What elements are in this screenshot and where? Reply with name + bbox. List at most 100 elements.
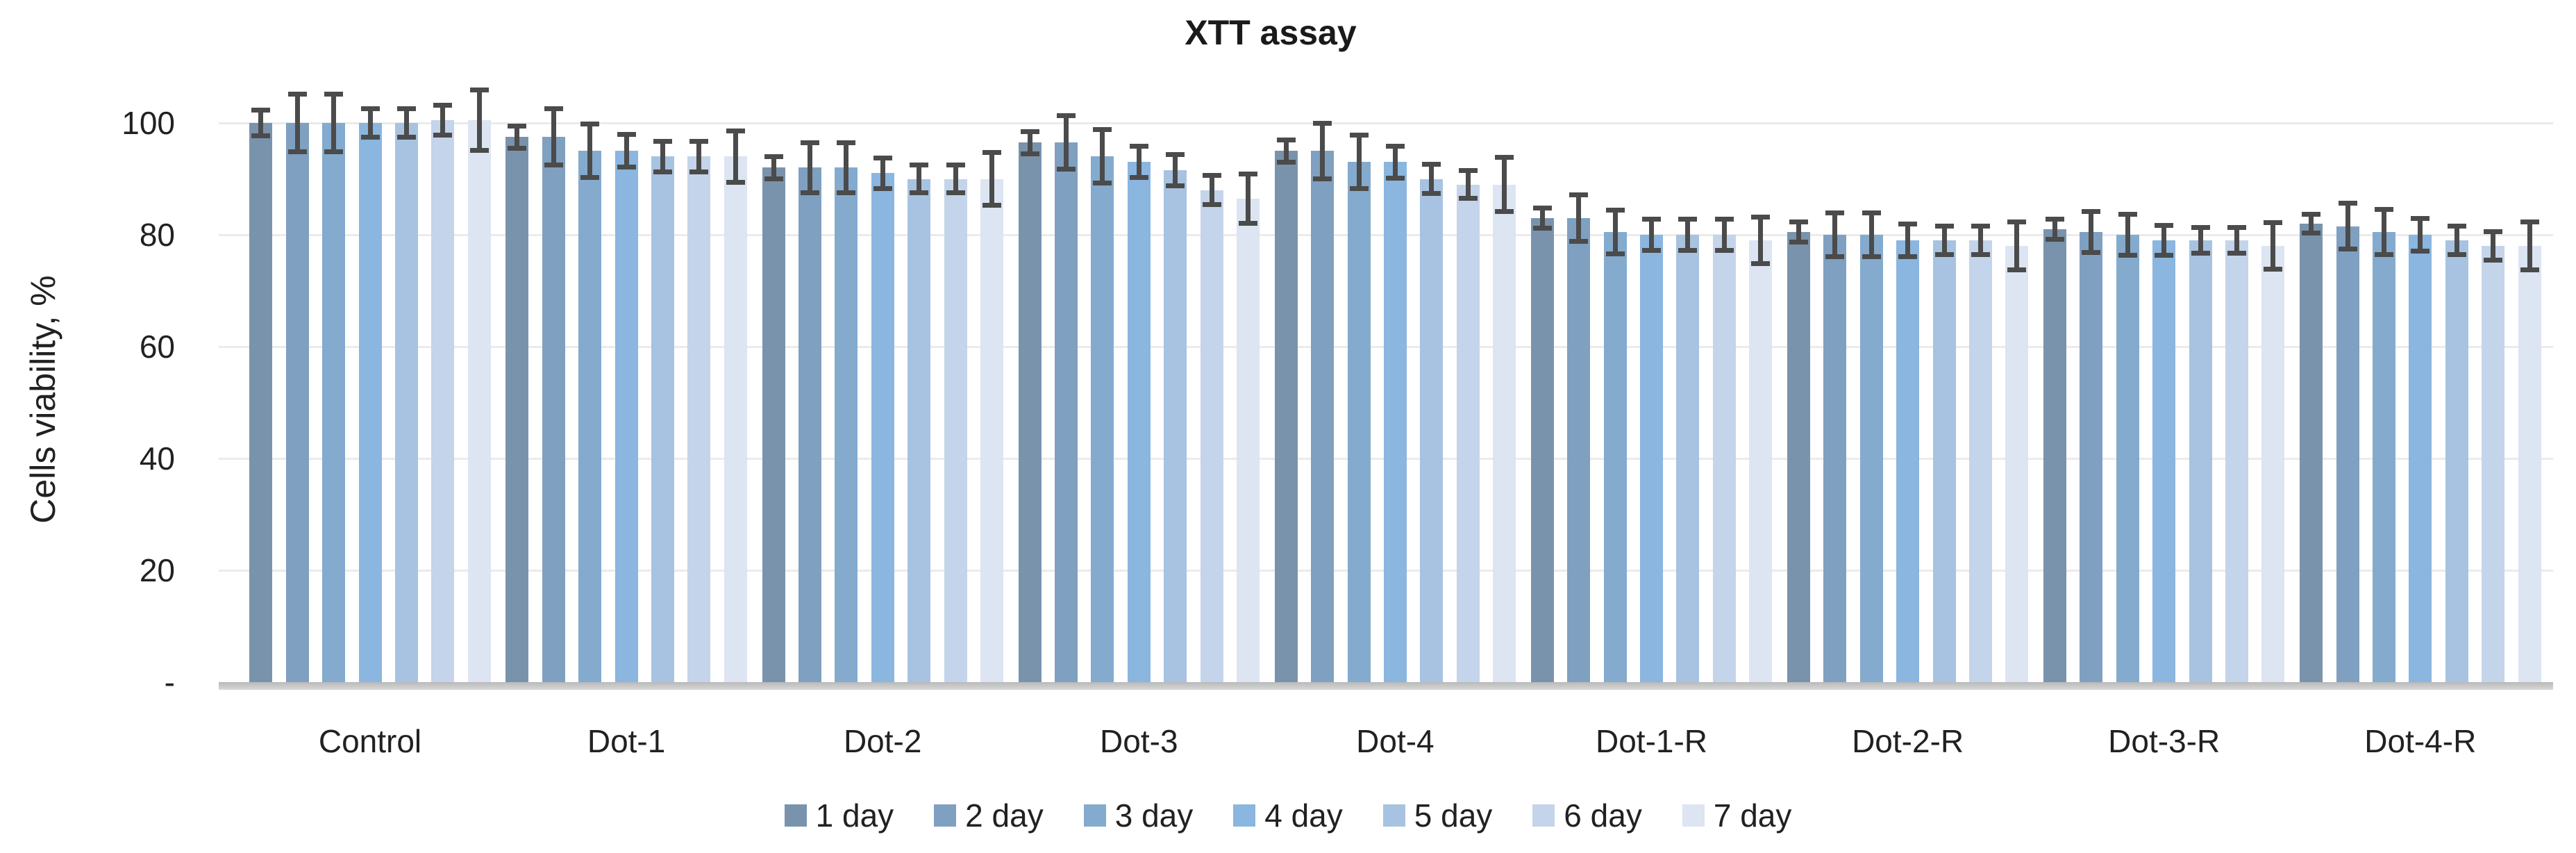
error-bar-cap-bottom <box>544 162 563 167</box>
bar <box>505 137 529 682</box>
error-bar-cap-top <box>544 106 563 112</box>
error-bar-cap-bottom <box>580 175 600 181</box>
x-category-label: Dot-4 <box>1356 723 1435 759</box>
y-tick-label: 60 <box>139 329 175 365</box>
bar <box>1749 240 1773 682</box>
error-bar-line <box>2125 214 2130 256</box>
error-bar-cap-bottom <box>1642 248 1661 254</box>
chart-title: XTT assay <box>1185 13 1357 52</box>
bar <box>614 151 638 682</box>
legend-item: 3 day <box>1083 797 1193 834</box>
x-category-label: Dot-4-R <box>2364 723 2477 759</box>
legend-item: 7 day <box>1682 797 1791 834</box>
x-category-label: Dot-3-R <box>2108 723 2220 759</box>
error-bar-cap-bottom <box>873 185 892 191</box>
error-bar-cap-bottom <box>1532 225 1552 231</box>
error-bar-cap-bottom <box>1825 254 1845 259</box>
error-bar-cap-top <box>2264 220 2283 225</box>
error-bar-cap-bottom <box>2338 247 2357 252</box>
bar <box>2225 240 2248 682</box>
error-bar-line <box>989 152 994 206</box>
error-bar-line <box>2527 222 2532 270</box>
error-bar-line <box>1173 154 1178 186</box>
x-axis-line <box>219 682 2553 690</box>
error-bar-line <box>2270 222 2276 270</box>
error-bar-cap-top <box>1971 224 1990 229</box>
legend-label: 4 day <box>1264 797 1343 834</box>
error-bar-cap-bottom <box>689 169 709 174</box>
bar <box>871 173 894 682</box>
error-bar-cap-top <box>1057 113 1076 119</box>
error-bar-cap-top <box>1642 216 1661 222</box>
error-bar-cap-top <box>689 139 709 144</box>
error-bar-cap-top <box>2484 229 2503 235</box>
bar <box>1493 184 1516 682</box>
error-bar-cap-bottom <box>1898 254 1918 259</box>
error-bar-cap-top <box>2046 216 2064 222</box>
error-bar-cap-top <box>433 102 453 108</box>
error-bar-line <box>660 141 665 172</box>
error-bar-line <box>440 105 446 135</box>
bar <box>467 119 491 682</box>
error-bar-cap-top <box>1934 224 1954 229</box>
error-bar-line <box>2418 218 2423 251</box>
error-bar-cap-bottom <box>1239 220 1257 226</box>
error-bar-cap-top <box>764 154 783 159</box>
error-bar-cap-bottom <box>2411 248 2430 254</box>
error-bar-cap-top <box>2520 219 2539 224</box>
bar <box>1091 156 1114 682</box>
bar <box>944 179 967 682</box>
bar <box>2261 246 2285 682</box>
legend-swatch <box>1083 804 1106 827</box>
error-bar-line <box>1356 135 1362 189</box>
error-bar-cap-top <box>469 88 489 92</box>
y-tick-label: 20 <box>139 552 175 588</box>
error-bar-cap-top <box>2411 216 2430 222</box>
error-bar-line <box>331 94 337 152</box>
error-bar-line <box>771 156 776 179</box>
error-bar-line <box>515 126 520 149</box>
legend-swatch <box>1233 804 1256 827</box>
bar <box>1932 240 1956 682</box>
error-bar-cap-bottom <box>1129 175 1148 181</box>
bar <box>2080 231 2103 682</box>
bar <box>1530 217 1554 682</box>
error-bar-line <box>2345 203 2350 249</box>
error-bar-cap-top <box>1020 129 1039 134</box>
x-category-label: Dot-2-R <box>1852 723 1964 759</box>
error-bar-line <box>696 141 702 172</box>
bar <box>542 137 565 682</box>
error-bar-line <box>1649 219 1654 251</box>
bar <box>2043 229 2066 682</box>
error-bar-line <box>2161 225 2167 256</box>
error-bar-cap-top <box>1202 173 1221 179</box>
error-bar-line <box>2454 226 2459 255</box>
bar <box>1347 162 1371 682</box>
bar <box>431 119 455 682</box>
bar <box>1603 231 1627 682</box>
error-bar-cap-bottom <box>1862 254 1881 259</box>
bar <box>798 167 821 682</box>
error-bar-line <box>1721 219 1727 251</box>
error-bar-line <box>917 165 922 193</box>
bar <box>835 167 858 682</box>
error-bar-line <box>1612 210 1618 254</box>
error-bar-cap-top <box>1239 171 1257 176</box>
bar <box>1676 235 1700 682</box>
error-bar-cap-bottom <box>2447 251 2466 257</box>
bar <box>2152 240 2176 682</box>
bar <box>1200 190 1223 682</box>
bar <box>2005 246 2029 682</box>
error-bar-cap-top <box>324 91 344 97</box>
x-category-label: Dot-2 <box>843 723 922 759</box>
error-bar-line <box>2198 227 2203 254</box>
bar <box>394 123 418 682</box>
error-bar-cap-bottom <box>764 176 783 181</box>
error-bar-line <box>1796 222 1801 242</box>
error-bar-cap-bottom <box>2118 253 2137 258</box>
error-bar-line <box>1100 129 1105 183</box>
error-bar-cap-top <box>653 139 672 144</box>
bar <box>1274 151 1298 682</box>
error-bar-cap-top <box>508 123 527 129</box>
y-tick-label: 40 <box>139 440 175 477</box>
